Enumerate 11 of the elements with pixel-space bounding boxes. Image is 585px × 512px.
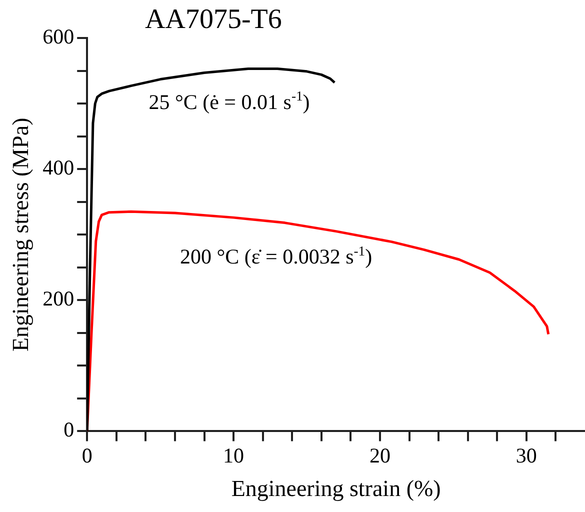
chart-title: AA7075-T6 (145, 4, 282, 36)
x-axis-title: Engineering strain (%) (231, 476, 441, 502)
y-tick-label: 600 (42, 24, 74, 49)
y-tick-label: 400 (42, 156, 74, 180)
x-tick-label: 30 (516, 443, 537, 468)
y-axis-title: Engineering stress (MPa) (8, 118, 33, 352)
x-tick-label: 0 (82, 443, 92, 468)
x-tick-label: 10 (223, 443, 244, 468)
y-tick-label: 0 (64, 418, 74, 442)
y-tick-label: 200 (42, 286, 74, 311)
x-tick-label: 20 (369, 443, 390, 468)
